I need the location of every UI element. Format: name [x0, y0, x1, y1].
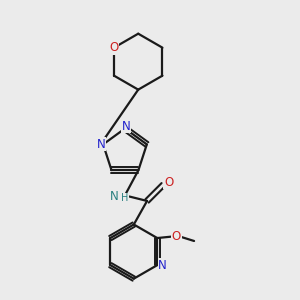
Text: O: O	[164, 176, 173, 189]
Text: N: N	[96, 138, 105, 151]
Text: H: H	[121, 193, 129, 203]
Text: O: O	[110, 41, 118, 54]
Text: N: N	[158, 259, 167, 272]
Text: O: O	[172, 230, 181, 243]
Text: N: N	[122, 120, 131, 133]
Text: N: N	[110, 190, 119, 203]
